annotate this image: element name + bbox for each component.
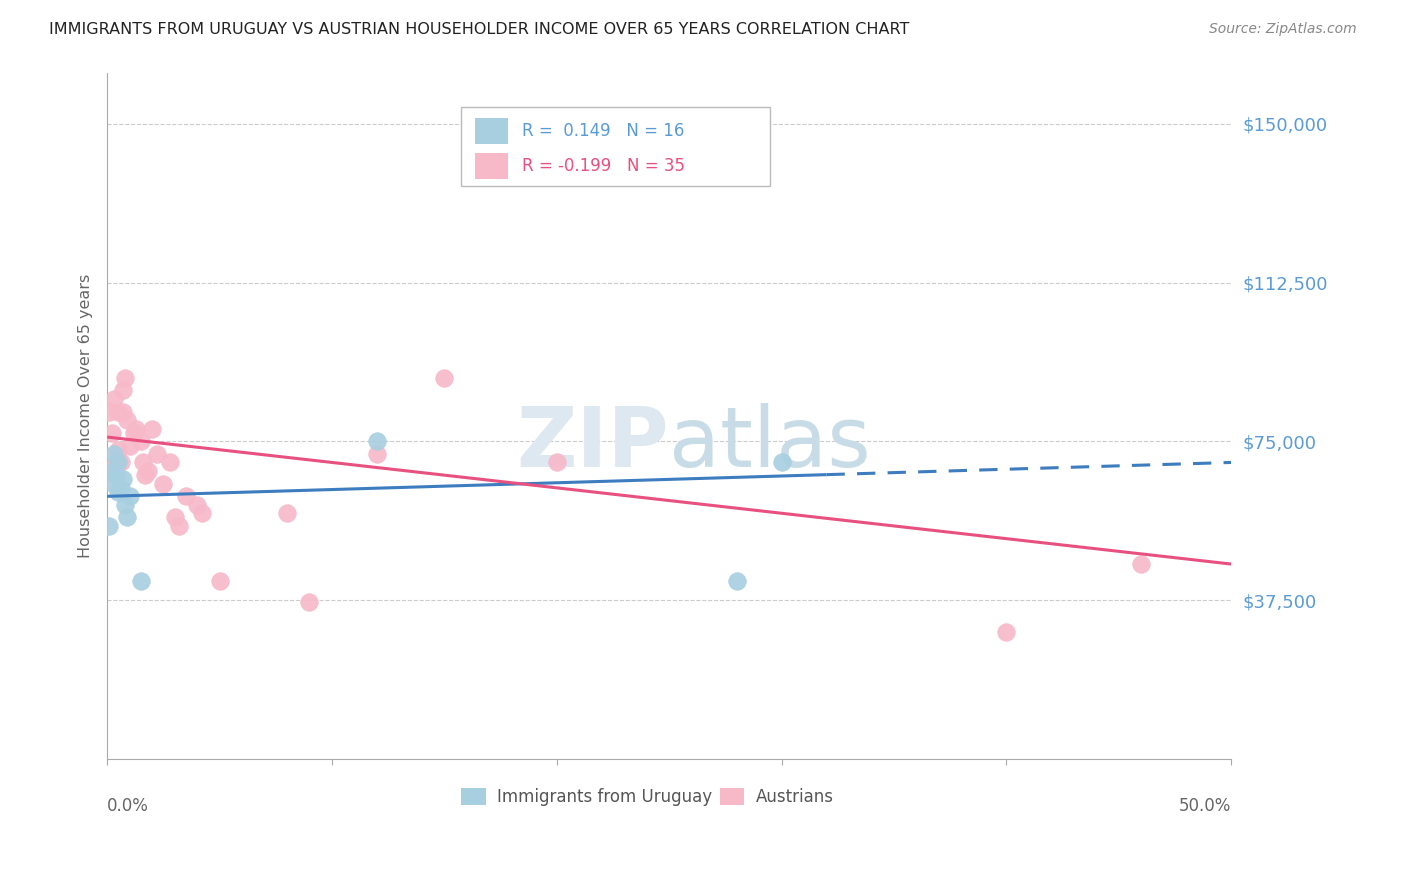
Point [98,404,121,418]
Point [136,464,159,478]
Point [125,421,148,435]
Point [770,455,793,469]
Point [98,519,121,533]
Point [546,455,568,469]
Point [107,485,129,500]
Point [107,404,129,418]
Text: 50.0%: 50.0% [1178,797,1232,814]
Point [141,421,163,435]
Point [129,434,152,449]
Bar [720,789,744,805]
Point [276,506,298,520]
Point [107,455,129,469]
Point [433,371,456,385]
Point [110,481,132,495]
Point [186,498,208,512]
Text: atlas: atlas [669,403,870,483]
Text: Immigrants from Uruguay: Immigrants from Uruguay [498,789,713,806]
Text: R = -0.199   N = 35: R = -0.199 N = 35 [522,157,685,175]
Point [111,472,134,486]
Point [100,464,122,478]
Point [366,434,388,449]
Point [167,519,190,533]
Bar [475,118,509,144]
Point [111,384,134,398]
Point [118,489,141,503]
Text: 0.0%: 0.0% [107,797,149,814]
Point [118,438,141,452]
Point [105,455,128,469]
Point [134,468,156,483]
Point [103,392,125,406]
Text: Source: ZipAtlas.com: Source: ZipAtlas.com [1209,22,1357,37]
Point [995,624,1018,639]
Point [105,468,128,483]
Point [190,506,212,520]
Point [298,595,321,609]
Point [111,404,134,418]
Point [103,447,125,461]
Y-axis label: Householder Income Over 65 years: Householder Income Over 65 years [79,274,93,558]
Point [208,574,231,588]
Point [103,476,125,491]
Point [117,510,139,524]
Point [132,455,155,469]
Text: R =  0.149   N = 16: R = 0.149 N = 16 [522,121,685,139]
Point [114,498,136,512]
Bar [475,153,509,179]
Point [159,455,181,469]
Point [152,476,174,491]
Text: IMMIGRANTS FROM URUGUAY VS AUSTRIAN HOUSEHOLDER INCOME OVER 65 YEARS CORRELATION: IMMIGRANTS FROM URUGUAY VS AUSTRIAN HOUS… [49,22,910,37]
Point [725,574,748,588]
Point [1130,557,1153,571]
Text: ZIP: ZIP [516,403,669,483]
Point [107,442,129,457]
Point [366,447,388,461]
Point [174,489,197,503]
Text: Austrians: Austrians [755,789,834,806]
Point [163,510,186,524]
Point [122,425,145,440]
Point [110,455,132,469]
Point [117,413,139,427]
Point [145,447,167,461]
Bar [461,789,486,805]
Point [100,425,122,440]
Point [114,371,136,385]
FancyBboxPatch shape [461,107,770,186]
Point [129,574,152,588]
